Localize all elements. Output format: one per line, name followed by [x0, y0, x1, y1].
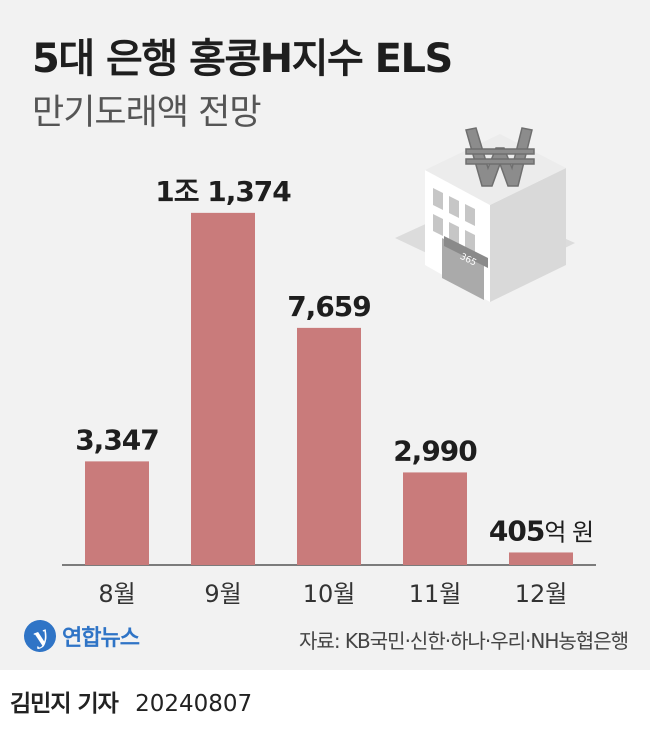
bar-4 [403, 472, 467, 565]
bar-5 [509, 552, 573, 565]
bar-value-label-3: 7,659 [287, 290, 371, 323]
bar-chart: 365 3,347 8월 1조 1,374 9월 7,659 10월 2,990 11월 405… [62, 127, 596, 608]
bar-3 [297, 327, 361, 565]
publish-date: 20240807 [135, 691, 253, 717]
reporter-name: 김민지 기자 [10, 691, 119, 717]
x-tick-label-2: 9월 [204, 580, 241, 608]
bar-value-label-4: 2,990 [393, 434, 477, 467]
chart-title: 5대 은행 홍콩H지수 ELS [32, 36, 453, 82]
chart-subtitle: 만기도래액 전망 [32, 93, 262, 133]
yonhap-logo-text: 연합뉴스 [62, 626, 140, 651]
byline: 김민지 기자 20240807 [10, 684, 252, 718]
bar-1 [85, 461, 149, 565]
source-note: 자료: KB국민·신한·하나·우리·NH농협은행 [299, 629, 629, 653]
yonhap-logo-mark: y [19, 615, 61, 657]
bank-building-won-icon: 365 [395, 127, 575, 302]
yonhap-logo: y 연합뉴스 [19, 615, 140, 657]
x-tick-label-4: 11월 [409, 580, 462, 608]
x-tick-label-3: 10월 [303, 580, 356, 608]
bar-value-label-2: 1조 1,374 [155, 175, 291, 208]
x-tick-label-1: 8월 [98, 580, 135, 608]
x-tick-label-5: 12월 [515, 580, 568, 608]
bar-value-label-5: 405억 원 [489, 514, 593, 547]
bar-2 [191, 212, 255, 565]
bar-value-label-1: 3,347 [75, 423, 159, 456]
chart-card: 5대 은행 홍콩H지수 ELS 만기도래액 전망 3 [0, 0, 650, 670]
